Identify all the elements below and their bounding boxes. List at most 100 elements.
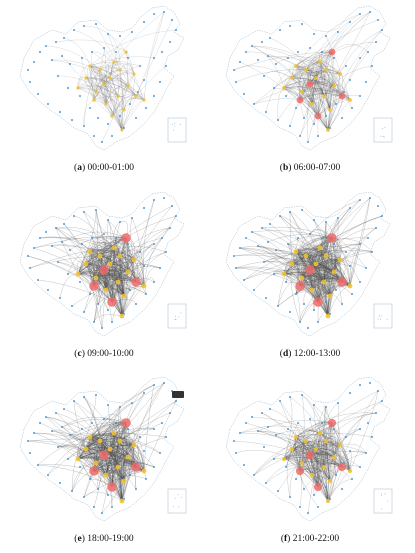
city-node bbox=[63, 223, 65, 225]
city-node bbox=[119, 221, 121, 223]
network-edge bbox=[295, 433, 373, 438]
network-edge bbox=[85, 77, 137, 97]
network-edge bbox=[89, 65, 123, 131]
city-node bbox=[265, 297, 267, 299]
medium-node bbox=[290, 76, 294, 80]
network-edge bbox=[63, 408, 101, 442]
network-edge bbox=[121, 11, 165, 131]
network-edge bbox=[121, 73, 135, 131]
network-edge bbox=[57, 261, 125, 297]
medium-node bbox=[321, 279, 327, 285]
city-node bbox=[91, 51, 93, 53]
network-edge bbox=[315, 448, 351, 472]
network-edge bbox=[117, 95, 125, 131]
city-node bbox=[243, 464, 245, 466]
city-node bbox=[285, 466, 287, 468]
network-edge bbox=[301, 255, 327, 279]
city-node bbox=[381, 215, 383, 217]
network-map-a bbox=[19, 5, 187, 151]
network-edge bbox=[63, 37, 91, 67]
medium-node bbox=[117, 438, 123, 444]
hub-node bbox=[99, 265, 109, 275]
city-node bbox=[135, 117, 137, 119]
medium-node bbox=[142, 98, 146, 102]
network-edge bbox=[99, 69, 109, 105]
inset-island bbox=[380, 135, 382, 137]
network-edge bbox=[107, 219, 123, 317]
inset-island bbox=[173, 129, 174, 131]
network-edge bbox=[125, 384, 155, 424]
city-node bbox=[61, 426, 63, 428]
network-edge bbox=[253, 84, 335, 105]
city-node bbox=[89, 107, 91, 109]
caption-a-letter: a bbox=[77, 163, 82, 173]
network-edge bbox=[117, 83, 129, 97]
city-node bbox=[57, 75, 59, 77]
network-edge bbox=[89, 436, 119, 468]
medium-node bbox=[322, 94, 326, 98]
network-edge bbox=[119, 237, 127, 317]
network-edge bbox=[295, 65, 331, 111]
city-node bbox=[337, 217, 339, 219]
network-edge bbox=[251, 230, 333, 239]
city-node bbox=[145, 293, 147, 295]
hub-node bbox=[313, 482, 323, 492]
network-edge bbox=[85, 77, 119, 97]
city-node bbox=[369, 382, 371, 384]
network-edge bbox=[283, 80, 335, 89]
network-edge bbox=[327, 259, 341, 317]
network-edge bbox=[317, 452, 367, 488]
medium-node bbox=[299, 460, 305, 466]
network-edge bbox=[267, 55, 327, 71]
network-edge bbox=[299, 94, 337, 105]
medium-node bbox=[94, 90, 98, 94]
network-edge bbox=[85, 63, 141, 79]
network-edge bbox=[55, 412, 111, 450]
network-edge bbox=[283, 422, 299, 460]
medium-node bbox=[107, 261, 113, 267]
city-node bbox=[143, 392, 145, 394]
network-edge bbox=[121, 99, 145, 131]
medium-node bbox=[112, 60, 116, 64]
network-edge bbox=[277, 289, 313, 307]
network-edge bbox=[295, 247, 341, 261]
network-edge bbox=[301, 273, 325, 283]
network-edge bbox=[93, 69, 121, 101]
medium-node bbox=[281, 456, 287, 462]
network-edge bbox=[37, 279, 113, 303]
city-node bbox=[359, 466, 361, 468]
network-edge bbox=[111, 243, 155, 303]
city-node bbox=[93, 321, 95, 323]
network-edge bbox=[261, 412, 311, 456]
network-edge bbox=[253, 61, 321, 105]
network-edge bbox=[89, 65, 137, 97]
network-edge bbox=[81, 57, 97, 93]
network-edge bbox=[257, 245, 313, 291]
network-edge bbox=[119, 400, 177, 442]
network-edge bbox=[325, 197, 371, 257]
inset-island bbox=[172, 506, 174, 508]
network-edge bbox=[273, 255, 327, 275]
network-edge bbox=[77, 87, 125, 129]
medium-node bbox=[122, 108, 126, 112]
inset-island bbox=[180, 496, 182, 498]
network-edge bbox=[325, 227, 377, 257]
city-node bbox=[171, 205, 173, 207]
city-node bbox=[261, 41, 263, 43]
medium-node bbox=[84, 76, 88, 80]
inset-island bbox=[383, 136, 385, 138]
panel-c: (c) 09:00-10:00 bbox=[4, 186, 204, 368]
network-edge bbox=[329, 29, 383, 111]
city-node bbox=[47, 103, 49, 105]
network-edge bbox=[95, 72, 135, 93]
network-edge bbox=[95, 276, 145, 287]
city-node bbox=[273, 273, 275, 275]
network-edge bbox=[77, 87, 125, 111]
city-node bbox=[263, 75, 265, 77]
hub-node bbox=[295, 466, 305, 476]
city-node bbox=[359, 243, 361, 245]
city-node bbox=[287, 243, 289, 245]
network-edge bbox=[339, 29, 383, 75]
caption-d: (d) 12:00-13:00 bbox=[279, 349, 341, 359]
network-edge bbox=[85, 77, 119, 97]
